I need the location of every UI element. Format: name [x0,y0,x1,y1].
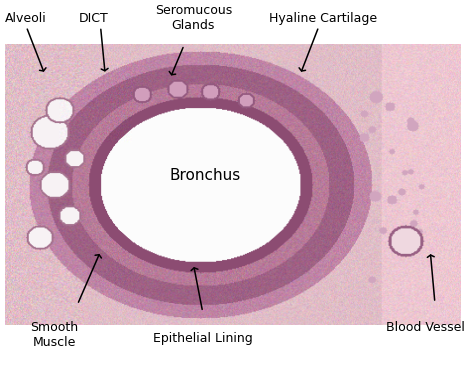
Text: Alveoli: Alveoli [5,12,47,25]
Text: Bronchus: Bronchus [169,168,241,183]
Text: Smooth
Muscle: Smooth Muscle [30,322,78,349]
Text: Seromucous
Glands: Seromucous Glands [155,4,232,33]
Text: DICT: DICT [79,12,109,25]
Text: Epithelial Lining: Epithelial Lining [153,332,253,346]
Text: Hyaline Cartilage: Hyaline Cartilage [269,12,377,25]
Text: Blood Vessel: Blood Vessel [386,322,465,334]
